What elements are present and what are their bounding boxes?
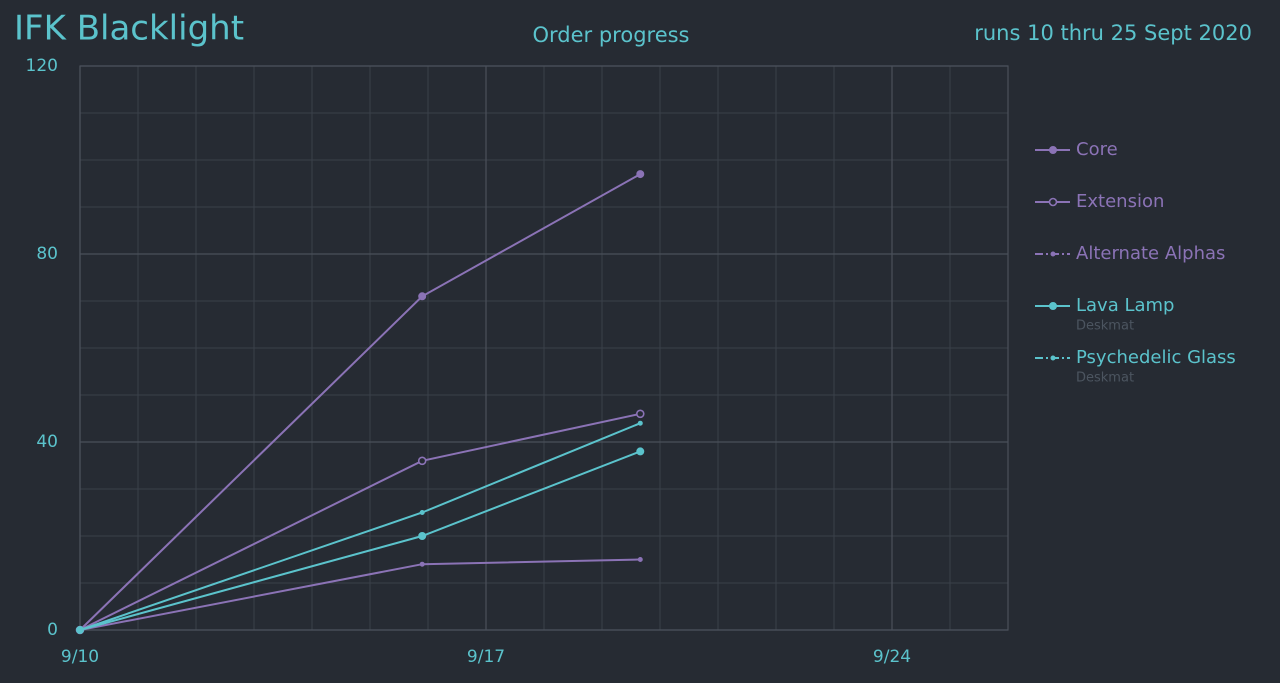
data-point (636, 447, 645, 456)
data-point (636, 170, 645, 179)
legend-label: Alternate Alphas (1076, 243, 1225, 264)
data-point (1050, 251, 1056, 257)
y-tick-label: 40 (36, 432, 58, 452)
data-point (418, 292, 427, 301)
plot-border (79, 65, 1009, 631)
x-tick-label: 9/17 (467, 647, 505, 667)
x-tick-label: 9/10 (61, 647, 99, 667)
data-point (637, 420, 643, 426)
y-tick-label: 0 (47, 620, 58, 640)
legend-sublabel: Deskmat (1076, 319, 1134, 334)
data-point (418, 532, 427, 540)
legend-sublabel: Deskmat (1076, 371, 1134, 386)
data-point (1049, 302, 1057, 310)
y-tick-label: 120 (26, 56, 58, 76)
y-tick-label: 80 (36, 244, 58, 264)
data-point (1048, 197, 1058, 207)
legend-label: Core (1076, 139, 1118, 160)
data-point (1050, 355, 1056, 361)
data-point (417, 456, 427, 466)
data-point (637, 557, 643, 562)
chart-note: runs 10 thru 25 Sept 2020 (974, 21, 1252, 45)
legend-label: Extension (1076, 191, 1164, 212)
x-tick-label: 9/24 (873, 647, 911, 667)
legend-label: Lava Lamp (1076, 295, 1174, 316)
data-point (77, 627, 83, 633)
data-point (1049, 146, 1057, 154)
data-point (635, 409, 645, 419)
data-point (419, 510, 425, 515)
chart-title: IFK Blacklight (14, 9, 244, 49)
data-point (419, 561, 425, 567)
chart-subtitle: Order progress (532, 23, 689, 47)
legend-label: Psychedelic Glass (1076, 347, 1236, 368)
